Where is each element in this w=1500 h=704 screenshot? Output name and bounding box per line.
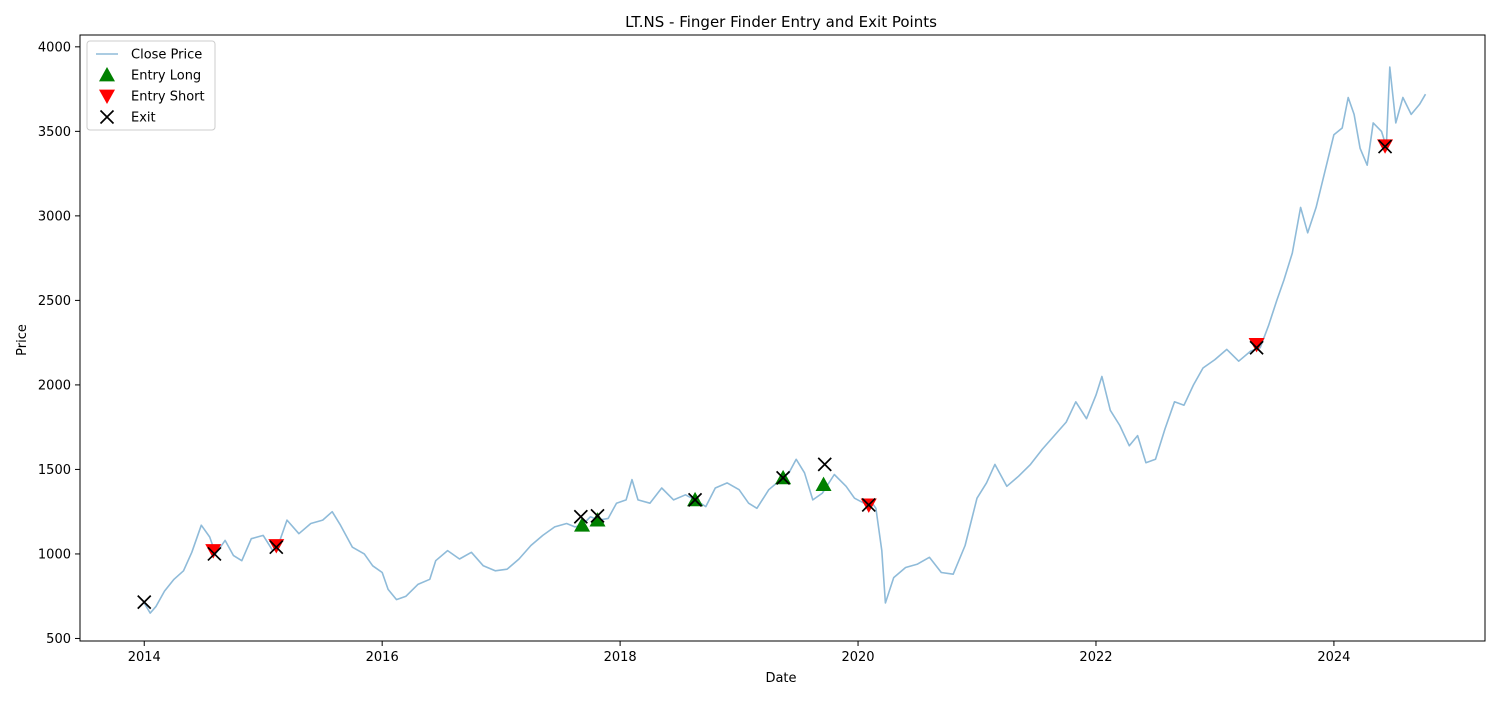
- exit-marker: [1377, 139, 1393, 154]
- x-axis-label: Date: [765, 671, 796, 686]
- entry-long-marker: [574, 517, 591, 532]
- axes-frame: [79, 34, 1486, 642]
- exit-marker: [1249, 340, 1264, 355]
- exit-marker: [269, 540, 284, 555]
- x-tick-label: 2018: [604, 650, 637, 665]
- x-tick-label: 2016: [366, 650, 399, 665]
- axes: 2014 2016 2018 2020 2022 2024 500 1000 1500 2000 2…: [38, 34, 1486, 665]
- exit-marker: [817, 457, 832, 472]
- exit-marker: [137, 595, 152, 610]
- plot-area: [137, 66, 1427, 614]
- entry-long-marker: [815, 476, 832, 492]
- y-tick-label: 500: [46, 632, 71, 647]
- y-tick-label: 2000: [38, 378, 71, 393]
- y-axis-label: Price: [15, 324, 30, 356]
- close-price-line: [143, 66, 1427, 614]
- exit-marker: [775, 470, 791, 485]
- legend-swatch: [99, 89, 115, 104]
- exit-marker: [861, 497, 876, 513]
- legend-swatch: [99, 109, 115, 125]
- chart-title: LT.NS - Finger Finder Entry and Exit Poi…: [625, 13, 937, 31]
- legend-item-entry-long: Entry Long: [99, 67, 201, 84]
- y-tick-label: 3500: [38, 125, 71, 140]
- y-tick-label: 1000: [38, 547, 71, 562]
- x-tick-label: 2020: [841, 650, 874, 665]
- legend-item-close-price: Close Price: [96, 48, 202, 63]
- legend-box: [86, 40, 216, 131]
- x-tick-label: 2014: [128, 650, 161, 665]
- entry-short-marker: [1248, 337, 1265, 353]
- legend-label: Entry Short: [131, 90, 205, 105]
- exit-marker: [687, 492, 703, 507]
- x-tick-label: 2022: [1079, 650, 1112, 665]
- y-tick-label: 4000: [38, 40, 71, 55]
- legend: Close Price Entry Long Entry Short Exit: [86, 40, 216, 131]
- exit-marker: [207, 546, 222, 562]
- exit-marker: [590, 508, 605, 524]
- y-tick-label: 3000: [38, 209, 71, 224]
- exit-marker: [573, 509, 588, 524]
- legend-item-exit: Exit: [99, 109, 156, 126]
- x-tick-label: 2024: [1317, 650, 1350, 665]
- legend-label: Exit: [131, 111, 156, 126]
- legend-label: Close Price: [131, 48, 202, 63]
- entry-long-marker: [589, 512, 606, 527]
- y-tick-label: 2500: [38, 294, 71, 309]
- entry-short-marker: [205, 544, 222, 559]
- legend-label: Entry Long: [131, 69, 201, 84]
- legend-swatch: [99, 67, 115, 82]
- legend-item-entry-short: Entry Short: [99, 90, 205, 105]
- y-tick-label: 1500: [38, 463, 71, 478]
